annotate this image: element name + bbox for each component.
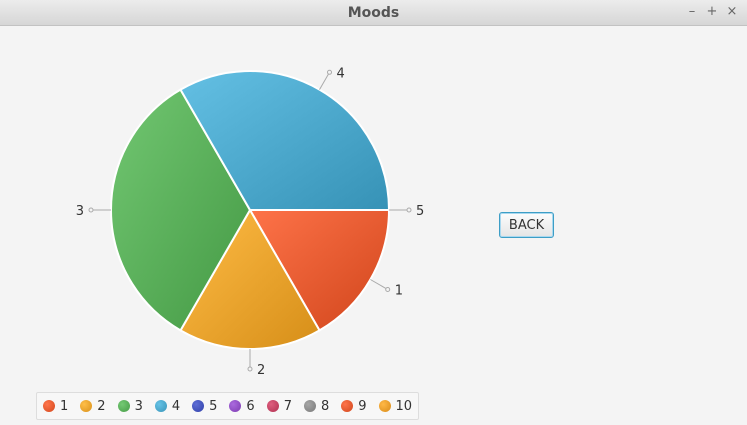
chart-legend: 1 2 3 4 5 6 7 8 9 10 bbox=[36, 392, 420, 420]
window-controls: – + × bbox=[685, 4, 739, 20]
title-bar: Moods – + × bbox=[0, 0, 747, 26]
pie-leader-dot-2 bbox=[247, 366, 253, 372]
pie-leader-line-4 bbox=[319, 72, 330, 90]
pie-leader-dot-3 bbox=[88, 207, 94, 213]
legend-swatch-5 bbox=[192, 400, 205, 412]
legend-item-2: 2 bbox=[80, 398, 106, 414]
window-title: Moods bbox=[347, 5, 400, 21]
legend-swatch-1 bbox=[43, 400, 55, 412]
legend-label-1: 1 bbox=[60, 398, 69, 414]
legend-item-1: 1 bbox=[43, 399, 68, 414]
legend-swatch-4 bbox=[154, 400, 167, 412]
legend-item-7: 7 bbox=[266, 398, 292, 414]
legend-label-10: 10 bbox=[395, 398, 413, 414]
legend-label-9: 9 bbox=[358, 398, 367, 414]
back-button[interactable]: BACK bbox=[499, 212, 554, 238]
mood-pie-chart: 5 1 2 3 4 bbox=[76, 66, 425, 378]
legend-label-2: 2 bbox=[97, 398, 106, 414]
legend-label-4: 4 bbox=[171, 398, 181, 414]
legend-swatch-8 bbox=[303, 400, 316, 412]
pie-leader-dot-1 bbox=[385, 287, 391, 292]
legend-item-6: 6 bbox=[229, 398, 255, 414]
legend-item-9: 9 bbox=[341, 398, 367, 414]
legend-item-4: 4 bbox=[154, 398, 181, 414]
close-button[interactable]: × bbox=[726, 4, 738, 19]
legend-label-6: 6 bbox=[246, 398, 255, 414]
pie-label-3: 3 bbox=[76, 204, 84, 219]
legend-swatch-6 bbox=[229, 400, 242, 412]
pie-leader-line-1 bbox=[370, 279, 388, 290]
legend-item-8: 8 bbox=[303, 398, 330, 414]
legend-item-10: 10 bbox=[378, 398, 413, 414]
pie-label-5: 5 bbox=[416, 204, 424, 219]
minimize-button[interactable]: – bbox=[688, 4, 696, 19]
pie-label-2: 2 bbox=[257, 363, 265, 378]
pie-leader-dot-4 bbox=[327, 69, 332, 75]
maximize-button[interactable]: + bbox=[706, 4, 718, 19]
legend-item-5: 5 bbox=[192, 399, 217, 414]
pie-slice-1 bbox=[248, 209, 391, 332]
pie-label-1: 1 bbox=[395, 284, 403, 299]
legend-swatch-3 bbox=[117, 400, 130, 412]
legend-label-3: 3 bbox=[134, 398, 143, 414]
legend-swatch-10 bbox=[378, 400, 391, 412]
legend-label-5: 5 bbox=[209, 398, 218, 414]
legend-label-8: 8 bbox=[320, 398, 330, 414]
legend-swatch-2 bbox=[80, 400, 93, 412]
legend-swatch-7 bbox=[266, 400, 279, 412]
legend-label-7: 7 bbox=[283, 398, 292, 414]
legend-item-3: 3 bbox=[117, 398, 143, 414]
legend-swatch-9 bbox=[341, 400, 354, 412]
pie-slice-2 bbox=[179, 207, 321, 350]
pie-label-4: 4 bbox=[337, 66, 345, 81]
pie-leader-dot-5 bbox=[406, 207, 412, 213]
pie-slice-4 bbox=[179, 70, 391, 211]
